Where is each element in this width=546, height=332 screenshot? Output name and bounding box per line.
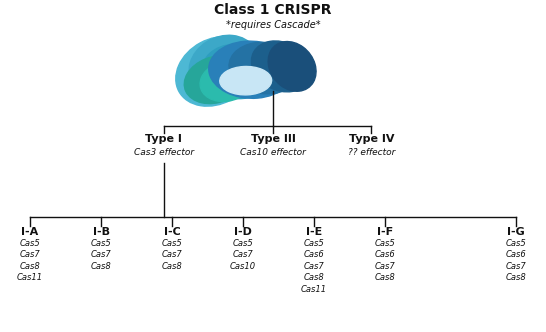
Text: Cas3 effector: Cas3 effector <box>134 148 194 157</box>
Text: Cas5
Cas7
Cas8: Cas5 Cas7 Cas8 <box>162 239 182 271</box>
Text: I-F: I-F <box>377 227 393 237</box>
Text: Cas5
Cas7
Cas8
Cas11: Cas5 Cas7 Cas8 Cas11 <box>17 239 43 283</box>
Ellipse shape <box>202 44 273 99</box>
Ellipse shape <box>176 37 256 106</box>
Text: I-A: I-A <box>21 227 39 237</box>
Ellipse shape <box>184 56 247 104</box>
Ellipse shape <box>209 41 294 98</box>
Ellipse shape <box>229 42 301 94</box>
Text: I-E: I-E <box>306 227 322 237</box>
Text: Cas10 effector: Cas10 effector <box>240 148 306 157</box>
Text: Class 1 CRISPR: Class 1 CRISPR <box>214 3 332 17</box>
Text: I-G: I-G <box>507 227 525 237</box>
Text: I-C: I-C <box>164 227 180 237</box>
Text: Cas5
Cas6
Cas7
Cas8: Cas5 Cas6 Cas7 Cas8 <box>506 239 526 283</box>
Ellipse shape <box>189 35 259 98</box>
Text: Type IV: Type IV <box>348 134 394 144</box>
Text: I-B: I-B <box>92 227 110 237</box>
Text: Cas5
Cas7
Cas8: Cas5 Cas7 Cas8 <box>91 239 111 271</box>
Text: ?? effector: ?? effector <box>348 148 395 157</box>
Text: Type III: Type III <box>251 134 295 144</box>
Text: Cas5
Cas7
Cas10: Cas5 Cas7 Cas10 <box>230 239 256 271</box>
Text: Type I: Type I <box>145 134 182 144</box>
Text: Cas5
Cas6
Cas7
Cas8: Cas5 Cas6 Cas7 Cas8 <box>375 239 395 283</box>
Ellipse shape <box>220 66 271 95</box>
Ellipse shape <box>251 41 311 92</box>
Ellipse shape <box>268 42 316 91</box>
Text: *requires Cascade*: *requires Cascade* <box>225 20 321 30</box>
Text: I-D: I-D <box>234 227 252 237</box>
Ellipse shape <box>200 61 253 102</box>
Text: Cas5
Cas6
Cas7
Cas8
Cas11: Cas5 Cas6 Cas7 Cas8 Cas11 <box>301 239 327 294</box>
